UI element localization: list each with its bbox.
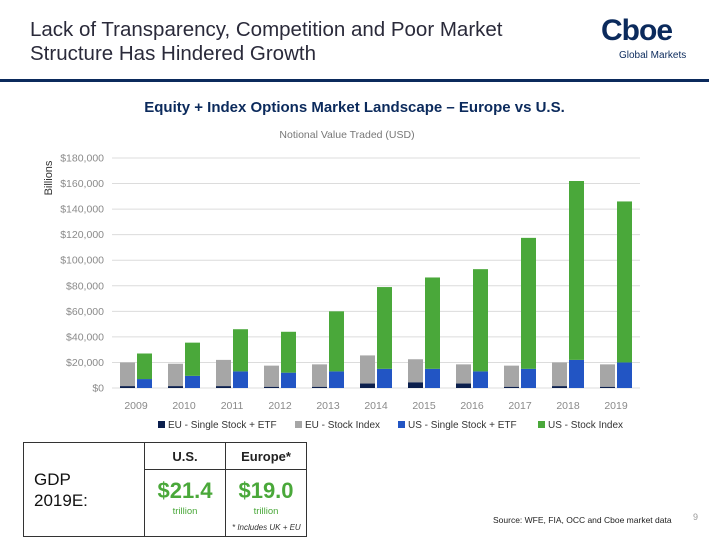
bar-eu-single-stock-etf: [552, 386, 567, 388]
y-tick-label: $60,000: [66, 306, 104, 318]
bar-eu-stock-index: [360, 355, 375, 384]
legend-swatch: [398, 421, 405, 428]
y-tick-label: $160,000: [60, 178, 104, 190]
gdp-label-line1: GDP: [34, 469, 71, 489]
bar-eu-stock-index: [264, 365, 279, 387]
bar-us-stock-index: [233, 329, 248, 372]
bar-eu-stock-index: [216, 359, 231, 387]
x-tick-label: 2019: [604, 400, 628, 412]
bar-us-single-stock-etf: [473, 371, 488, 388]
gdp-row-label: GDP 2019E:: [23, 442, 145, 537]
y-tick-label: $140,000: [60, 204, 104, 216]
bar-eu-single-stock-etf: [456, 383, 471, 388]
y-axis-label: Billions: [43, 160, 55, 195]
slide-title: Lack of Transparency, Competition and Po…: [30, 18, 550, 66]
y-tick-label: $80,000: [66, 280, 104, 292]
bar-us-stock-index: [185, 342, 200, 376]
bar-us-stock-index: [617, 201, 632, 363]
x-tick-label: 2010: [172, 400, 196, 412]
x-tick-label: 2015: [412, 400, 436, 412]
y-tick-label: $20,000: [66, 357, 104, 369]
logo-subtitle: Global Markets: [619, 50, 687, 61]
bar-eu-single-stock-etf: [264, 386, 279, 388]
bar-eu-stock-index: [168, 363, 183, 387]
bar-us-single-stock-etf: [569, 359, 584, 388]
x-tick-label: 2016: [460, 400, 484, 412]
x-tick-label: 2009: [124, 400, 148, 412]
x-tick-label: 2013: [316, 400, 340, 412]
header-divider: [0, 79, 709, 82]
source-note: Source: WFE, FIA, OCC and Cboe market da…: [493, 515, 672, 525]
page-number: 9: [693, 512, 699, 522]
bar-eu-single-stock-etf: [168, 386, 183, 388]
bar-us-stock-index: [377, 287, 392, 369]
bar-eu-stock-index: [408, 359, 423, 383]
legend-swatch: [158, 421, 165, 428]
bar-eu-stock-index: [552, 362, 567, 387]
bar-us-stock-index: [521, 237, 536, 369]
bar-us-single-stock-etf: [185, 375, 200, 388]
bar-us-stock-index: [473, 269, 488, 372]
bar-eu-stock-index: [600, 364, 615, 387]
bar-us-single-stock-etf: [425, 368, 440, 388]
bar-us-stock-index: [137, 353, 152, 380]
bar-eu-single-stock-etf: [216, 386, 231, 388]
gdp-label-line2: 2019E:: [34, 490, 88, 510]
chart-subtitle: Notional Value Traded (USD): [279, 129, 414, 141]
bar-eu-stock-index: [120, 362, 135, 387]
gdp-europe-amount: $19.0: [238, 478, 294, 503]
logo-text: Cboe: [601, 14, 673, 47]
slide-title-line1: Lack of Transparency, Competition and Po…: [30, 18, 503, 41]
gdp-value-us: $21.4 trillion: [144, 469, 226, 537]
y-tick-label: $0: [92, 383, 104, 395]
y-tick-label: $120,000: [60, 229, 104, 241]
bar-us-single-stock-etf: [521, 368, 536, 388]
bar-us-single-stock-etf: [281, 372, 296, 388]
legend-label: US - Single Stock + ETF: [408, 420, 517, 431]
bar-eu-single-stock-etf: [312, 386, 327, 388]
gdp-table: GDP 2019E: U.S. Europe* $21.4 trillion $…: [23, 442, 307, 537]
bar-us-stock-index: [329, 311, 344, 372]
bar-eu-single-stock-etf: [360, 383, 375, 388]
x-tick-label: 2014: [364, 400, 388, 412]
bar-chart: Notional Value Traded (USD) Billions $0 $…: [43, 129, 640, 431]
bar-us-stock-index: [425, 277, 440, 369]
x-tick-label: 2018: [556, 400, 580, 412]
bar-us-single-stock-etf: [617, 362, 632, 388]
legend-swatch: [295, 421, 302, 428]
x-tick-label: 2017: [508, 400, 532, 412]
bar-eu-single-stock-etf: [600, 386, 615, 388]
bar-eu-single-stock-etf: [504, 386, 519, 388]
footnote: * Includes UK + EU: [232, 523, 301, 532]
bar-eu-stock-index: [504, 365, 519, 387]
legend-label: EU - Stock Index: [305, 420, 380, 431]
legend-label: EU - Single Stock + ETF: [168, 420, 277, 431]
legend-swatch: [538, 421, 545, 428]
y-tick-label: $180,000: [60, 153, 104, 165]
y-tick-label: $100,000: [60, 255, 104, 267]
bar-eu-stock-index: [312, 364, 327, 387]
legend-label: US - Stock Index: [548, 420, 623, 431]
slide-title-line2: Structure Has Hindered Growth: [30, 42, 316, 65]
bar-eu-single-stock-etf: [408, 382, 423, 388]
bar-us-single-stock-etf: [329, 371, 344, 388]
y-tick-label: $40,000: [66, 331, 104, 343]
x-tick-label: 2012: [268, 400, 292, 412]
bar-us-single-stock-etf: [137, 379, 152, 388]
gdp-value-europe: $19.0 trillion: [225, 469, 307, 537]
bar-eu-single-stock-etf: [120, 386, 135, 388]
cboe-logo: Cboe Global Markets: [595, 14, 695, 64]
bar-us-single-stock-etf: [233, 371, 248, 388]
bar-us-stock-index: [281, 331, 296, 373]
chart-title: Equity + Index Options Market Landscape …: [144, 99, 565, 116]
gdp-header-us: U.S.: [144, 442, 226, 470]
bar-us-single-stock-etf: [377, 368, 392, 388]
gdp-header-europe: Europe*: [225, 442, 307, 470]
bar-eu-stock-index: [456, 364, 471, 384]
gdp-us-amount: $21.4: [157, 478, 213, 503]
bar-us-stock-index: [569, 181, 584, 360]
x-tick-label: 2011: [221, 400, 244, 412]
gdp-us-unit: trillion: [172, 506, 198, 517]
gdp-europe-unit: trillion: [253, 506, 279, 517]
